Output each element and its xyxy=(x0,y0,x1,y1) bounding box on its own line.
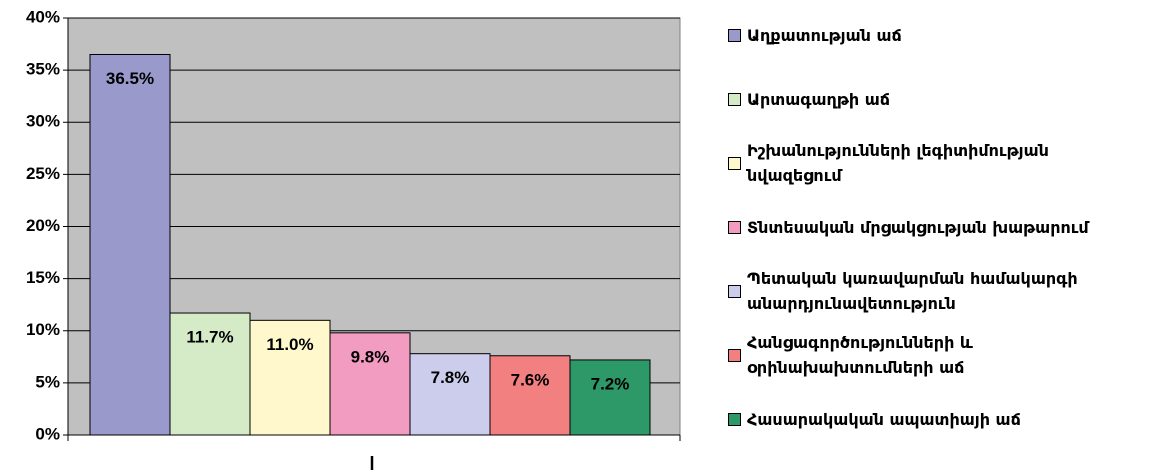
value-label: 11.0% xyxy=(266,335,313,354)
y-tick-label: 10% xyxy=(26,320,60,339)
legend-swatch xyxy=(728,92,741,106)
value-label: 7.2% xyxy=(591,374,630,393)
y-tick-label: 15% xyxy=(26,268,60,287)
legend-label: Տնտեսական մրցակցության խաթարում xyxy=(747,217,1089,237)
legend-label: Պետական կառավարման համակարգի անարդյունավ… xyxy=(747,269,1078,313)
legend-swatch xyxy=(728,412,741,426)
legend-label: Հանցագործությունների և օրինախախտումների … xyxy=(747,333,973,377)
bar xyxy=(249,319,331,436)
legend-swatch xyxy=(728,28,741,42)
y-tick-label: 20% xyxy=(26,216,60,235)
y-tick-label: 30% xyxy=(26,112,60,131)
legend-item: Պետական կառավարման համակարգի անարդյունավ… xyxy=(728,259,1153,323)
legend-label: Հասարակական ապատիայի աճ xyxy=(747,409,1021,429)
bar xyxy=(569,359,651,436)
legend-label: Իշխանությունների լեգիտիմության նվազեցում xyxy=(747,141,1049,185)
legend-swatch xyxy=(728,156,741,170)
y-tick-label: 0% xyxy=(35,424,60,443)
legend-label: Արտագաղթի աճ xyxy=(747,89,891,109)
value-label: 7.6% xyxy=(511,370,550,389)
legend-swatch xyxy=(728,348,741,362)
legend-item: Հասարակական ապատիայի աճ xyxy=(728,387,1153,451)
legend-item: Արտագաղթի աճ xyxy=(728,67,1153,131)
legend: Աղքատության աճ Արտագաղթի աճ Իշխանություննե… xyxy=(728,3,1153,451)
bar xyxy=(89,53,171,436)
value-label: 9.8% xyxy=(351,347,390,366)
bar xyxy=(489,355,571,436)
legend-item: Հանցագործությունների և օրինախախտումների … xyxy=(728,323,1153,387)
value-label: 11.7% xyxy=(186,328,233,347)
legend-label: Աղքատության աճ xyxy=(747,25,902,45)
legend-swatch xyxy=(728,220,741,234)
value-label: 7.8% xyxy=(431,368,470,387)
legend-swatch xyxy=(728,284,741,298)
value-label: 36.5% xyxy=(106,69,154,88)
y-tick-label: 5% xyxy=(35,372,60,391)
legend-item: Տնտեսական մրցակցության խաթարում xyxy=(728,195,1153,259)
y-tick-label: 35% xyxy=(26,60,60,79)
y-tick-label: 25% xyxy=(26,164,60,183)
legend-item: Իշխանությունների լեգիտիմության նվազեցում xyxy=(728,131,1153,195)
legend-item: Աղքատության աճ xyxy=(728,3,1153,67)
y-tick-label: 40% xyxy=(26,7,60,26)
bar xyxy=(329,332,411,436)
bar xyxy=(409,353,491,436)
